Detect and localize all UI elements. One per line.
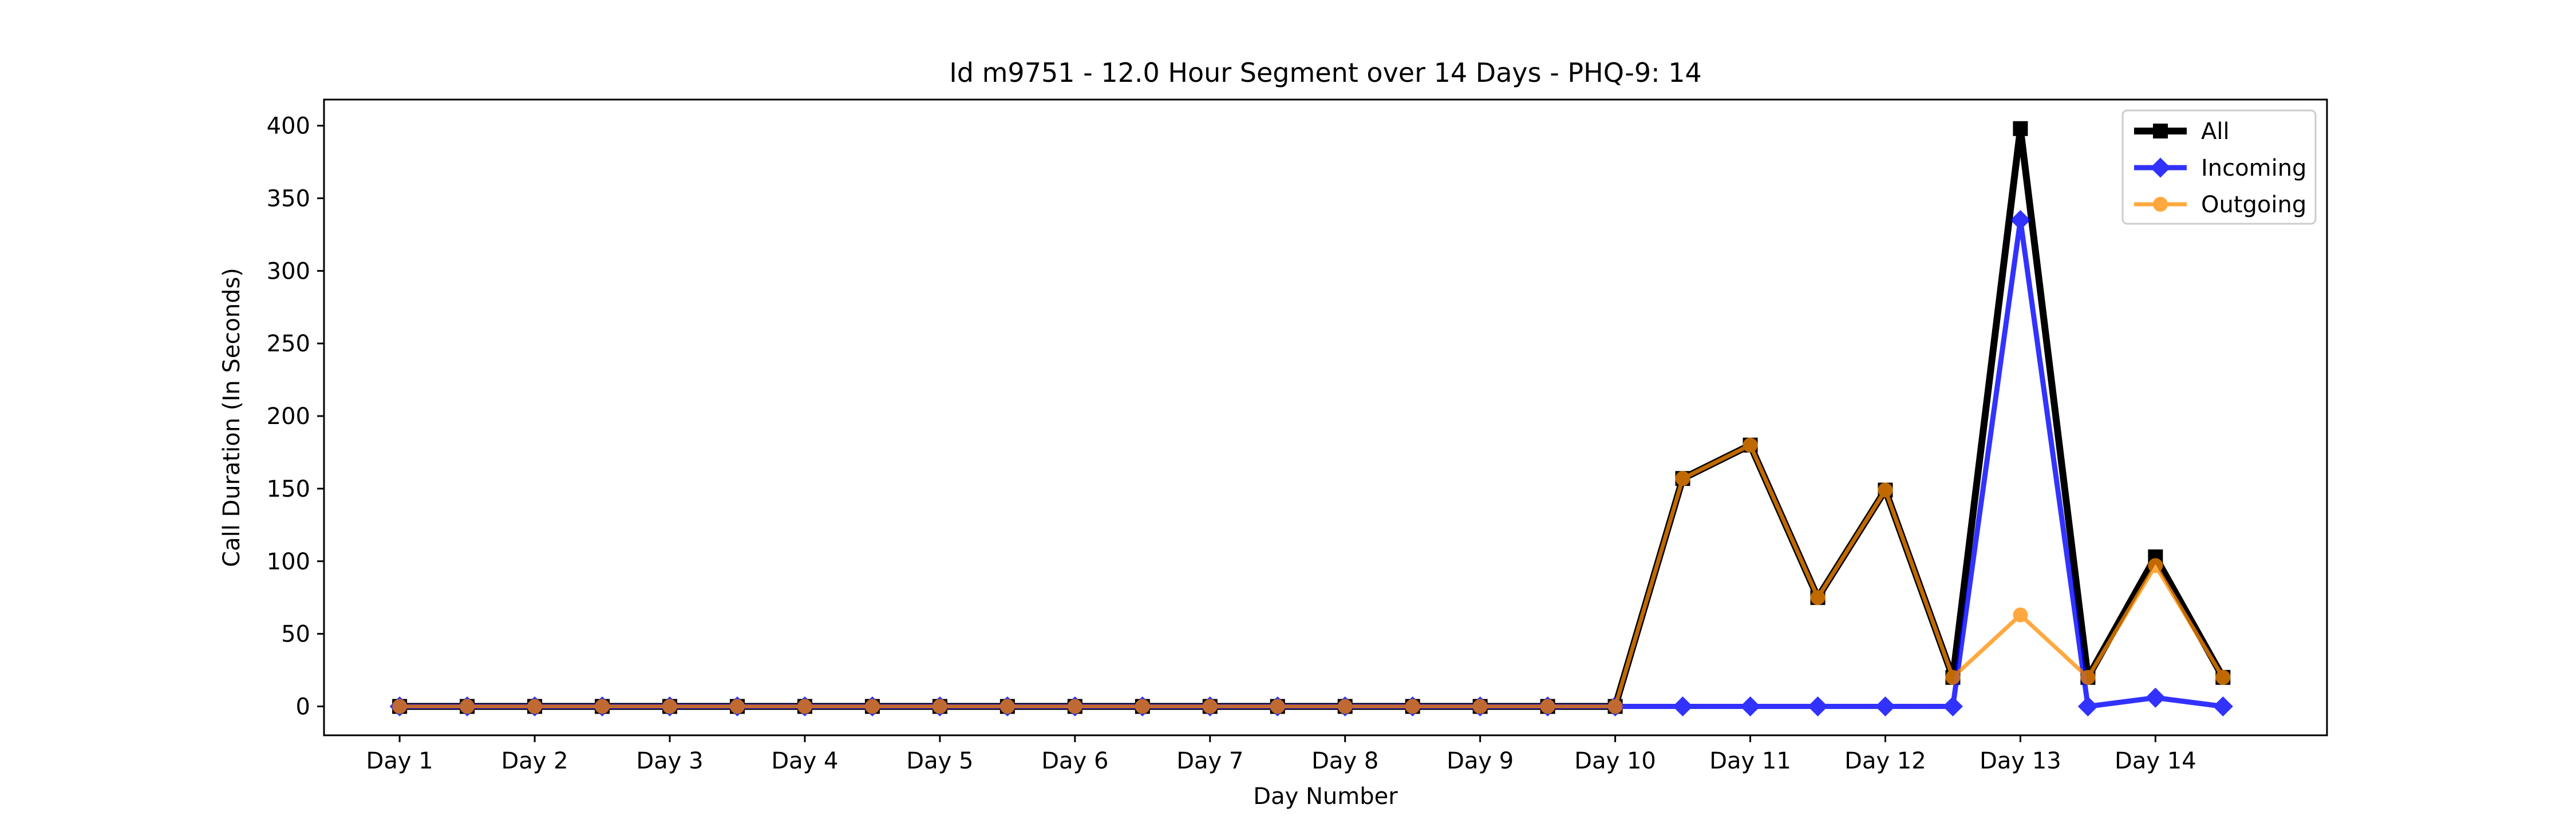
data-point-outgoing — [527, 699, 543, 714]
data-point-outgoing — [460, 699, 475, 714]
legend: All Incoming Outgoing — [2121, 109, 2317, 225]
data-point-outgoing — [1405, 699, 1420, 714]
data-point-incoming — [1807, 696, 1828, 717]
data-point-outgoing — [1607, 699, 1623, 714]
data-point-outgoing — [1270, 699, 1285, 714]
x-tick-label: Day 11 — [1709, 748, 1791, 774]
data-point-outgoing — [797, 699, 812, 714]
data-point-incoming — [1875, 696, 1896, 717]
series-layer — [389, 121, 2233, 717]
y-tick-label: 350 — [267, 186, 310, 212]
data-point-outgoing — [1337, 699, 1353, 714]
data-point-outgoing — [1135, 699, 1150, 714]
y-tick-label: 0 — [296, 694, 310, 720]
y-tick-label: 400 — [267, 113, 310, 140]
legend-swatch-marker — [2153, 124, 2168, 138]
plot-area-frame — [323, 98, 2328, 736]
chart-title: Id m9751 - 12.0 Hour Segment over 14 Day… — [949, 57, 1702, 88]
data-point-outgoing — [864, 699, 880, 714]
series-outgoing — [392, 437, 2231, 714]
data-point-incoming — [1673, 696, 1693, 717]
x-tick-label: Day 7 — [1176, 748, 1243, 774]
data-point-outgoing — [392, 699, 408, 714]
y-tick-label: 300 — [267, 258, 310, 284]
data-point-outgoing — [2013, 607, 2028, 623]
x-tick-label: Day 1 — [366, 748, 433, 774]
data-point-outgoing — [1675, 471, 1690, 486]
data-point-outgoing — [662, 699, 678, 714]
legend-swatch-marker — [2153, 197, 2168, 212]
x-tick-label: Day 13 — [1980, 748, 2061, 774]
legend-label: Incoming — [2201, 155, 2306, 181]
data-point-outgoing — [1202, 699, 1218, 714]
y-tick-label: 100 — [267, 549, 310, 575]
data-point-incoming — [2212, 696, 2233, 717]
data-point-all — [2013, 121, 2028, 136]
legend-item-outgoing — [2134, 197, 2187, 212]
x-tick-label: Day 6 — [1041, 748, 1108, 774]
x-tick-label: Day 2 — [501, 748, 568, 774]
data-point-incoming — [2145, 687, 2166, 708]
data-point-outgoing — [2215, 670, 2231, 685]
x-tick-label: Day 8 — [1311, 748, 1378, 774]
y-tick-label: 50 — [281, 621, 310, 648]
x-tick-label: Day 3 — [636, 748, 703, 774]
x-tick-label: Day 12 — [1844, 748, 1926, 774]
y-tick-label: 200 — [267, 403, 310, 430]
data-point-incoming — [1740, 696, 1761, 717]
data-point-outgoing — [2148, 558, 2163, 573]
x-axis-ticks: Day 1 Day 2 Day 3 Day 4 Day 5 Day 6 Day 7 Day 8… — [366, 735, 2196, 774]
data-point-outgoing — [1067, 699, 1082, 714]
data-point-outgoing — [932, 699, 947, 714]
data-point-incoming — [2010, 210, 2030, 231]
data-point-outgoing — [2080, 670, 2096, 685]
series-line-outgoing — [400, 443, 2225, 709]
legend-box — [2121, 109, 2317, 225]
x-tick-label: Day 9 — [1447, 748, 1514, 774]
data-point-outgoing — [1945, 670, 1961, 685]
series-line-incoming — [400, 217, 2223, 710]
data-point-outgoing — [595, 699, 610, 714]
legend-label: Outgoing — [2201, 192, 2306, 218]
y-axis-title: Call Duration (In Seconds) — [219, 268, 245, 567]
series-line-all — [400, 125, 2226, 710]
x-tick-label: Day 5 — [906, 748, 973, 774]
data-point-incoming — [1942, 696, 1963, 717]
data-point-outgoing — [1878, 482, 1893, 498]
x-tick-label: Day 14 — [2115, 748, 2196, 774]
data-point-outgoing — [1472, 699, 1488, 714]
data-point-outgoing — [999, 699, 1015, 714]
data-point-incoming — [2077, 696, 2098, 717]
y-axis-ticks: 0 50 100 150 200 250 300 350 400 — [267, 113, 324, 720]
y-tick-label: 250 — [267, 331, 310, 357]
data-point-outgoing — [1540, 699, 1555, 714]
y-tick-label: 150 — [267, 476, 310, 502]
data-point-outgoing — [1743, 437, 1758, 453]
x-axis-title: Day Number — [1253, 783, 1398, 810]
data-point-outgoing — [1810, 590, 1826, 605]
legend-label: All — [2201, 118, 2230, 145]
legend-item-incoming — [2134, 157, 2187, 178]
x-tick-label: Day 10 — [1574, 748, 1656, 774]
legend-item-all — [2134, 124, 2187, 138]
data-point-outgoing — [729, 699, 745, 714]
series-all — [392, 121, 2231, 714]
x-tick-label: Day 4 — [771, 748, 838, 774]
legend-swatch-marker — [2150, 157, 2171, 178]
